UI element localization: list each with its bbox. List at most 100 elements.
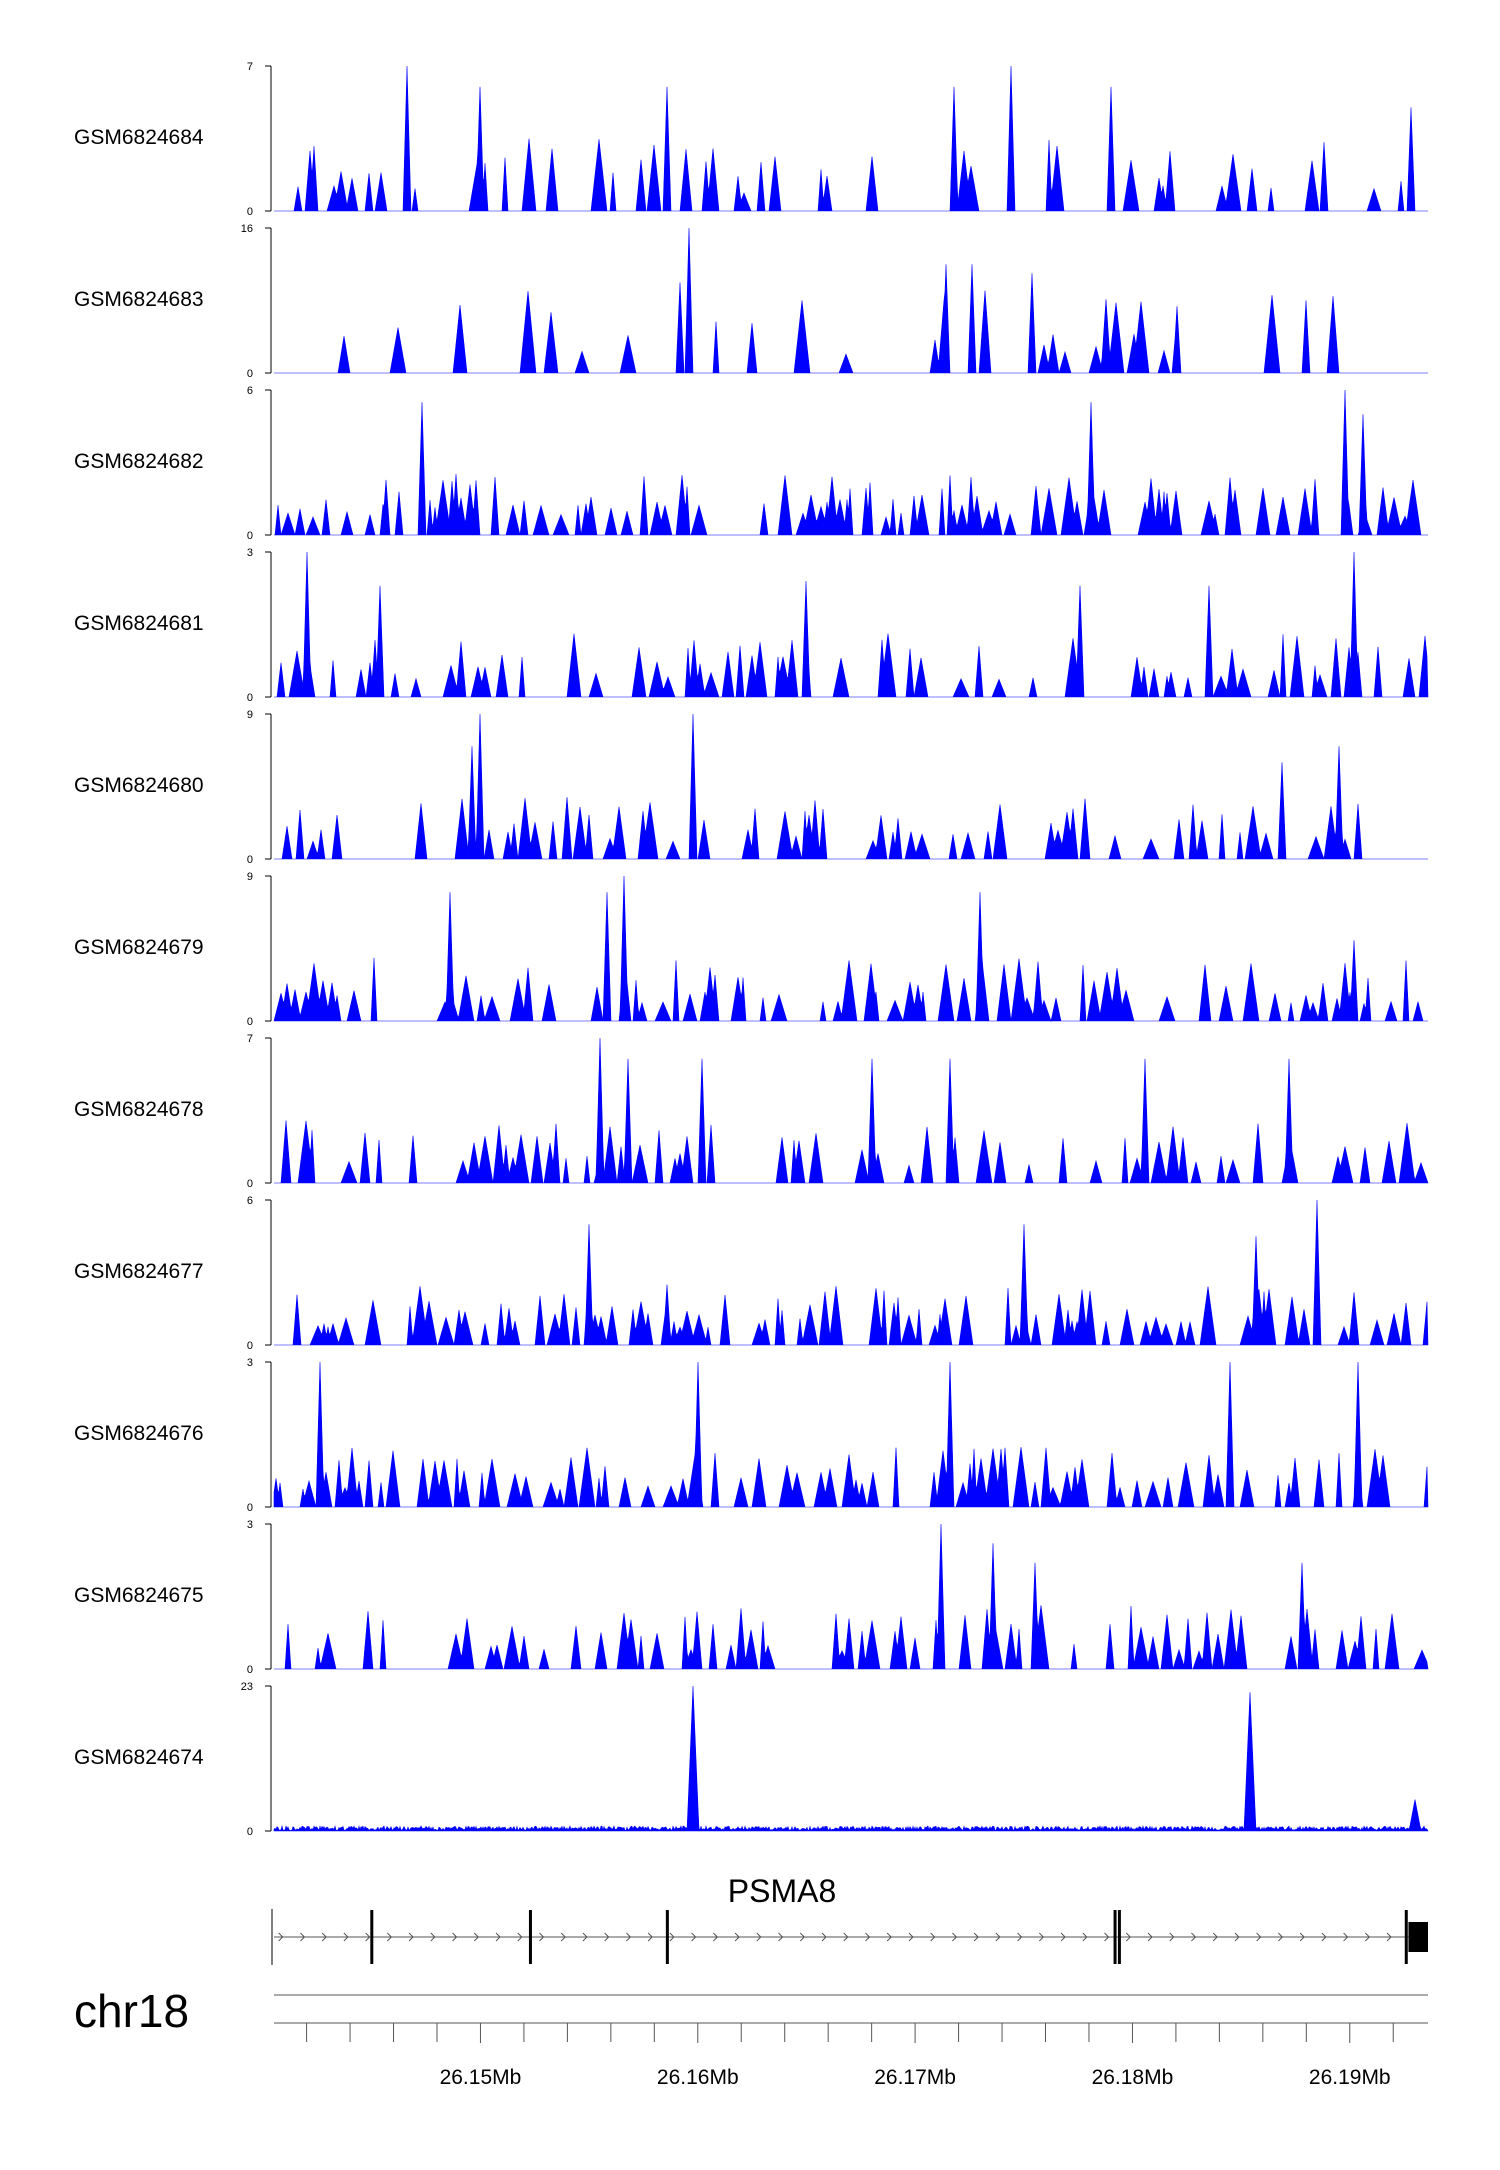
- y-tick-label: 0: [247, 206, 253, 218]
- gene-model-track: PSMA8: [271, 1873, 1428, 1965]
- strand-arrow: [1147, 1932, 1153, 1942]
- exon-mark: [665, 1910, 669, 1964]
- strand-arrow: [495, 1932, 501, 1942]
- coverage-area: [274, 713, 1428, 860]
- strand-arrow: [1386, 1932, 1392, 1942]
- exon-mark: [528, 1910, 532, 1964]
- x-tick-label: 26.15Mb: [440, 2066, 522, 2089]
- strand-arrow: [1060, 1932, 1066, 1942]
- track-GSM6824678: GSM6824678 7 0: [74, 1033, 1429, 1190]
- coverage-area: [274, 1037, 1429, 1184]
- y-tick-label: 0: [247, 530, 253, 542]
- y-tick-label: 7: [247, 1033, 253, 1045]
- track-GSM6824680: GSM6824680 9 0: [74, 709, 1428, 866]
- track-label: GSM6824683: [74, 288, 204, 311]
- coverage-area: [274, 551, 1429, 698]
- strand-arrow: [778, 1932, 784, 1942]
- x-tick-label: 26.19Mb: [1309, 2066, 1391, 2089]
- track-GSM6824683: GSM6824683 16 0: [74, 223, 1428, 380]
- strand-arrow: [582, 1932, 588, 1942]
- y-tick-label: 0: [247, 368, 253, 380]
- strand-arrow: [1191, 1932, 1197, 1942]
- track-label: GSM6824674: [74, 1746, 204, 1769]
- y-tick-label: 23: [241, 1681, 253, 1693]
- strand-arrow: [1125, 1932, 1131, 1942]
- track-GSM6824682: GSM6824682 6 0: [74, 385, 1428, 542]
- y-tick-label: 9: [247, 871, 253, 883]
- track-label: GSM6824684: [74, 126, 204, 149]
- y-tick-label: 16: [241, 223, 253, 235]
- y-tick-label: 3: [247, 1357, 253, 1369]
- coverage-area: [273, 1685, 1429, 1832]
- exon-mark: [370, 1910, 374, 1964]
- track-GSM6824674: GSM6824674 23 0: [74, 1681, 1429, 1838]
- y-tick-label: 7: [247, 61, 253, 73]
- y-tick-label: 0: [247, 1502, 253, 1514]
- strand-arrow: [669, 1932, 675, 1942]
- strand-arrow: [691, 1932, 697, 1942]
- track-label: GSM6824681: [74, 612, 204, 635]
- strand-arrow: [1299, 1932, 1305, 1942]
- y-tick-label: 0: [247, 692, 253, 704]
- coverage-area: [274, 389, 1428, 536]
- y-tick-label: 0: [247, 1826, 253, 1838]
- strand-arrow: [387, 1932, 393, 1942]
- strand-arrow: [1364, 1932, 1371, 1942]
- strand-arrow: [973, 1932, 979, 1942]
- strand-arrow: [408, 1932, 414, 1942]
- strand-arrow: [278, 1932, 284, 1942]
- y-tick-label: 0: [247, 1016, 253, 1028]
- strand-arrow: [604, 1932, 610, 1942]
- coverage-tracks: GSM682468470GSM6824683160GSM682468260GSM…: [74, 61, 1429, 1838]
- track-label: GSM6824682: [74, 450, 204, 473]
- strand-arrow: [995, 1932, 1001, 1942]
- strand-arrow: [908, 1932, 914, 1942]
- y-tick-label: 0: [247, 854, 253, 866]
- strand-arrow: [1321, 1932, 1327, 1942]
- strand-arrow: [343, 1932, 349, 1942]
- track-label: GSM6824677: [74, 1260, 204, 1283]
- strand-arrow: [821, 1932, 827, 1942]
- exon-mark: [1113, 1910, 1117, 1964]
- strand-arrow: [1278, 1932, 1284, 1942]
- track-GSM6824681: GSM6824681 3 0: [74, 547, 1429, 704]
- strand-arrow: [1104, 1932, 1110, 1942]
- exon-block: [1408, 1922, 1428, 1952]
- x-tick-label: 26.18Mb: [1092, 2066, 1174, 2089]
- coverage-area: [273, 1361, 1429, 1508]
- track-GSM6824679: GSM6824679 9 0: [74, 871, 1428, 1028]
- strand-arrow: [321, 1932, 327, 1942]
- y-tick-label: 3: [247, 547, 253, 559]
- y-tick-label: 0: [247, 1340, 253, 1352]
- track-GSM6824675: GSM6824675 3 0: [74, 1519, 1429, 1676]
- strand-arrow: [865, 1932, 871, 1942]
- track-label: GSM6824678: [74, 1098, 204, 1121]
- strand-arrow: [647, 1932, 653, 1942]
- coverage-area: [274, 1199, 1429, 1346]
- strand-arrow: [843, 1932, 849, 1942]
- x-tick-label: 26.16Mb: [657, 2066, 739, 2089]
- strand-arrow: [799, 1932, 805, 1942]
- genome-axis-track: chr18 26.15Mb 26.16Mb 26.17Mb 26.18Mb 26.19Mb: [74, 1985, 1428, 2089]
- strand-arrow: [886, 1932, 892, 1942]
- strand-arrow: [1256, 1932, 1262, 1942]
- track-GSM6824677: GSM6824677 6 0: [74, 1195, 1429, 1352]
- strand-arrow: [1212, 1932, 1218, 1942]
- strand-arrow: [1343, 1932, 1349, 1942]
- strand-arrow: [560, 1932, 566, 1942]
- gene-name: PSMA8: [728, 1873, 836, 1909]
- strand-arrow: [930, 1932, 936, 1942]
- strand-arrow: [626, 1932, 632, 1942]
- y-tick-label: 0: [247, 1664, 253, 1676]
- track-label: GSM6824675: [74, 1584, 204, 1607]
- strand-arrow: [473, 1932, 479, 1942]
- x-tick-label: 26.17Mb: [874, 2066, 956, 2089]
- coverage-area: [274, 65, 1428, 212]
- strand-arrow: [1017, 1932, 1023, 1942]
- y-tick-label: 9: [247, 709, 253, 721]
- strand-arrow: [1169, 1932, 1175, 1942]
- strand-arrow: [300, 1932, 306, 1942]
- strand-arrow: [1082, 1932, 1088, 1942]
- track-GSM6824676: GSM6824676 3 0: [74, 1357, 1429, 1514]
